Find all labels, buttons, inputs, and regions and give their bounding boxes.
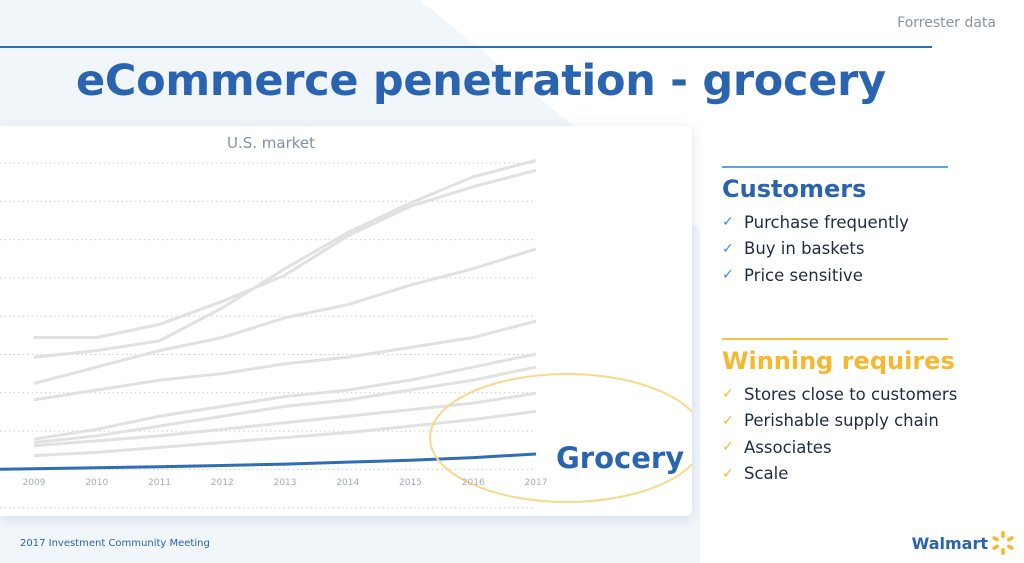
- line-chart: U.S. market Grocery 2009 2010 2011 2012 2013 2…: [0, 134, 692, 509]
- footer-event-label: 2017 Investment Community Meeting: [20, 538, 210, 549]
- checkmark-icon: ✓: [722, 214, 734, 231]
- page-title: eCommerce penetration - grocery: [76, 56, 886, 106]
- winning-panel: Winning requires ✓ Stores close to custom…: [722, 338, 957, 488]
- x-tick-label: 2010: [85, 478, 108, 488]
- spark-icon: [992, 531, 1014, 555]
- checkmark-icon: ✓: [722, 267, 734, 284]
- customers-panel: Customers ✓ Purchase frequently ✓ Buy in b…: [722, 166, 948, 289]
- checkmark-icon: ✓: [722, 412, 734, 429]
- x-tick-label: 2011: [148, 478, 171, 488]
- list-item: ✓ Perishable supply chain: [722, 408, 948, 435]
- brand-logo: Walmart: [912, 530, 1016, 556]
- x-tick-label: 2015: [399, 478, 422, 488]
- list-item-label: Perishable supply chain: [744, 411, 939, 431]
- chart-card: U.S. market Grocery 2009 2010 2011 2012 2013 2…: [0, 126, 692, 516]
- checkmark-icon: ✓: [722, 240, 734, 257]
- list-item: ✓ Scale: [722, 461, 948, 488]
- winning-list: ✓ Stores close to customers ✓ Perishable s…: [722, 381, 957, 488]
- x-tick-label: 2014: [336, 478, 359, 488]
- winning-rule: [722, 338, 948, 340]
- list-item: ✓ Buy in baskets: [722, 236, 948, 263]
- list-item: ✓ Purchase frequently: [722, 209, 948, 236]
- x-tick-label: 2009: [23, 478, 46, 488]
- series-line: [33, 352, 537, 441]
- series-line: [34, 168, 537, 340]
- series-line: [33, 319, 537, 402]
- x-tick-label: 2013: [274, 478, 297, 488]
- checkmark-icon: ✓: [722, 465, 734, 482]
- brand-name: Walmart: [911, 533, 988, 553]
- x-tick-label: 2017: [525, 478, 548, 488]
- chart-subtitle: U.S. market: [227, 134, 315, 152]
- series-line: [33, 158, 537, 359]
- customers-heading: Customers: [722, 175, 867, 203]
- series-line: [33, 409, 537, 458]
- x-tick-label: 2012: [211, 478, 234, 488]
- customers-list: ✓ Purchase frequently ✓ Buy in baskets ✓ Pr…: [722, 209, 948, 289]
- series-line: [33, 391, 537, 448]
- customers-rule: [722, 166, 948, 168]
- grocery-label: Grocery: [556, 441, 684, 475]
- list-item-label: Price sensitive: [744, 265, 863, 285]
- list-item-label: Purchase frequently: [744, 212, 909, 232]
- highlight-ellipse: [429, 373, 692, 503]
- list-item: ✓ Associates: [722, 434, 948, 461]
- list-item-label: Buy in baskets: [744, 239, 865, 259]
- grocery-series-line: [0, 452, 537, 471]
- title-rule: [0, 46, 932, 48]
- x-tick-label: 2016: [462, 478, 485, 488]
- list-item-label: Stores close to customers: [744, 384, 958, 404]
- series-line: [33, 365, 537, 444]
- checkmark-icon: ✓: [722, 386, 734, 403]
- list-item: ✓ Price sensitive: [722, 262, 948, 289]
- list-item-label: Associates: [744, 437, 832, 457]
- winning-heading: Winning requires: [722, 347, 955, 375]
- checkmark-icon: ✓: [722, 439, 734, 456]
- list-item-label: Scale: [744, 464, 789, 484]
- source-label: Forrester data: [897, 15, 996, 31]
- series-line: [33, 247, 537, 385]
- list-item: ✓ Stores close to customers: [722, 381, 957, 408]
